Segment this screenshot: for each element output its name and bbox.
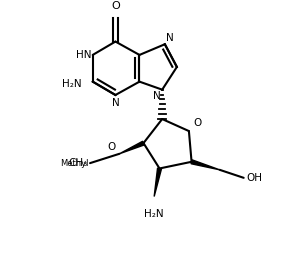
- Text: N: N: [153, 91, 161, 101]
- Text: CH₃: CH₃: [69, 158, 88, 168]
- Text: N: N: [166, 33, 174, 43]
- Text: N: N: [112, 98, 119, 108]
- Polygon shape: [191, 160, 220, 170]
- Polygon shape: [119, 141, 144, 154]
- Text: O: O: [193, 118, 201, 129]
- Text: O: O: [111, 1, 120, 11]
- Text: OH: OH: [246, 173, 262, 183]
- Text: H₂N: H₂N: [144, 209, 164, 219]
- Text: HN: HN: [76, 50, 92, 60]
- Text: O: O: [107, 142, 115, 152]
- Text: H₂N: H₂N: [62, 79, 82, 89]
- Text: Methyl: Methyl: [60, 159, 89, 168]
- Polygon shape: [154, 168, 161, 196]
